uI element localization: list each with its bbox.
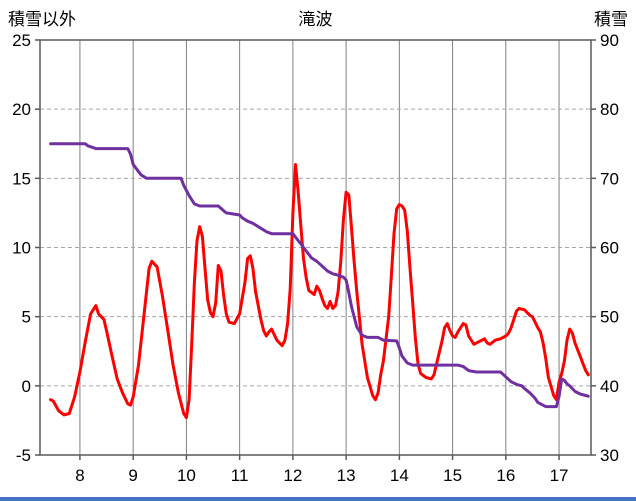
purple-series-line bbox=[49, 142, 590, 409]
left-tick-label: 5 bbox=[22, 308, 31, 327]
x-tick-label: 15 bbox=[443, 466, 462, 485]
right-tick-label: 90 bbox=[600, 31, 619, 50]
right-tick-label: 50 bbox=[600, 308, 619, 327]
left-tick-label: 25 bbox=[12, 31, 31, 50]
left-tick-label: -5 bbox=[16, 446, 31, 465]
x-tick-label: 12 bbox=[283, 466, 302, 485]
bottom-border bbox=[0, 497, 636, 501]
right-tick-label: 70 bbox=[600, 169, 619, 188]
right-tick-label: 40 bbox=[600, 377, 619, 396]
left-axis-title: 積雪以外 bbox=[8, 10, 76, 29]
left-tick-label: 10 bbox=[12, 239, 31, 258]
x-tick-label: 13 bbox=[337, 466, 356, 485]
right-tick-label: 80 bbox=[600, 100, 619, 119]
right-tick-label: 60 bbox=[600, 239, 619, 258]
x-tick-label: 16 bbox=[496, 466, 515, 485]
x-tick-label: 10 bbox=[177, 466, 196, 485]
left-tick-label: 20 bbox=[12, 100, 31, 119]
x-tick-label: 17 bbox=[550, 466, 569, 485]
x-tick-label: 8 bbox=[75, 466, 84, 485]
left-tick-label: 15 bbox=[12, 169, 31, 188]
right-tick-label: 30 bbox=[600, 446, 619, 465]
x-tick-label: 9 bbox=[128, 466, 137, 485]
right-axis-title: 積雪 bbox=[594, 10, 628, 29]
chart-title: 滝波 bbox=[298, 10, 333, 29]
x-tick-label: 14 bbox=[390, 466, 409, 485]
left-tick-label: 0 bbox=[22, 377, 31, 396]
red-series-line bbox=[49, 163, 590, 420]
x-tick-label: 11 bbox=[231, 466, 249, 485]
